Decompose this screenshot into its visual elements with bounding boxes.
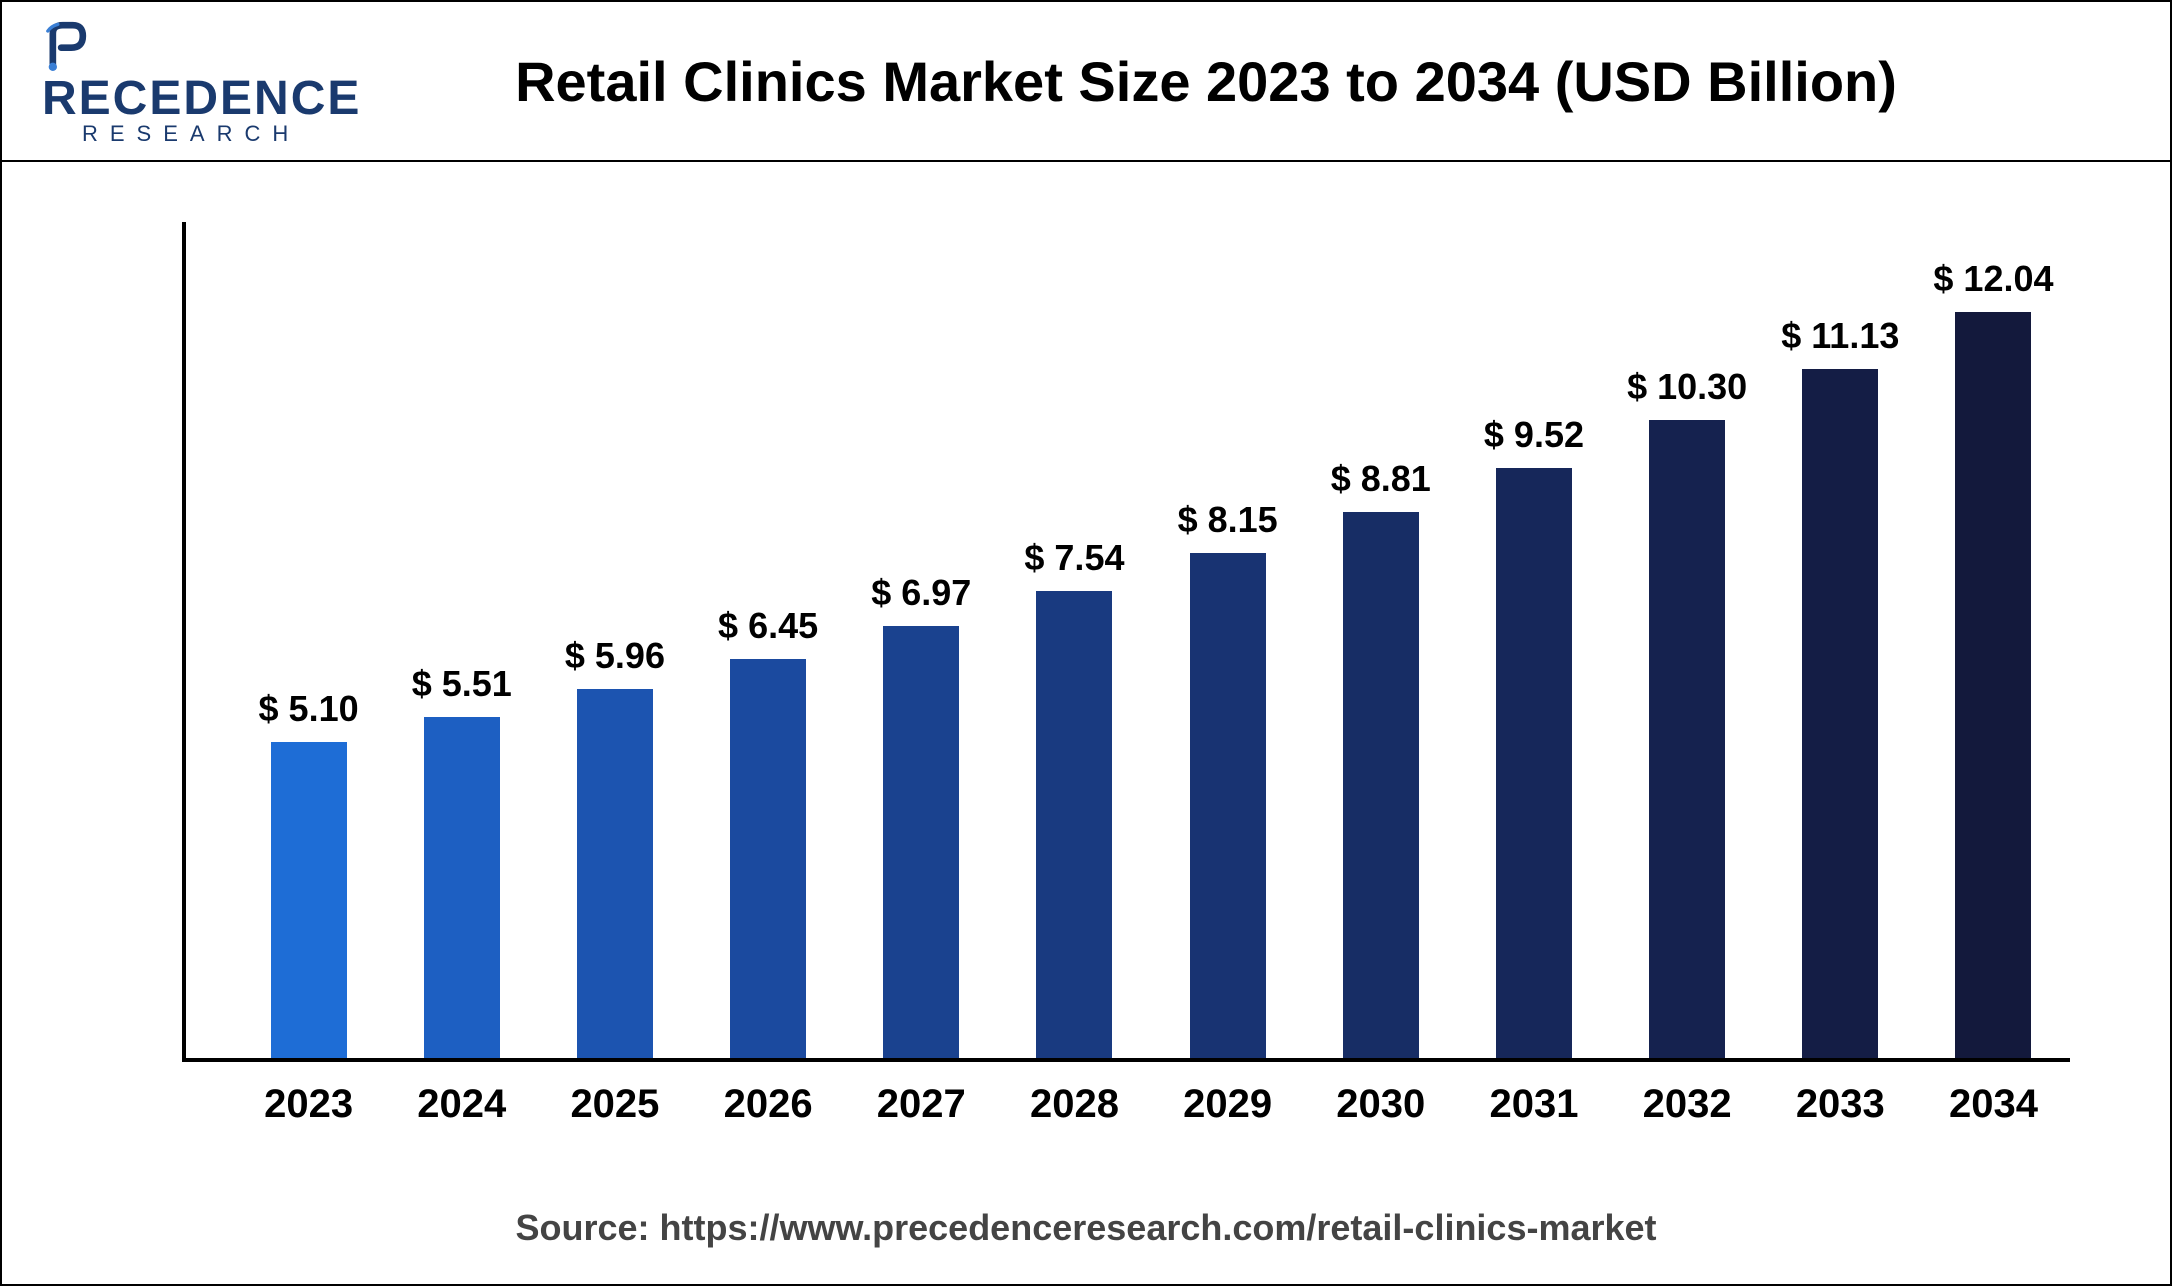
bar-group: $ 7.54	[998, 537, 1151, 1058]
bar-value-label: $ 8.81	[1331, 458, 1431, 500]
x-axis-label: 2024	[385, 1082, 538, 1127]
bar-value-label: $ 6.45	[718, 605, 818, 647]
bar	[1190, 553, 1266, 1058]
x-axis-label: 2029	[1151, 1082, 1304, 1127]
bar-group: $ 6.45	[692, 605, 845, 1058]
bar	[1649, 420, 1725, 1058]
x-axis-label: 2031	[1457, 1082, 1610, 1127]
bar-group: $ 10.30	[1611, 366, 1764, 1058]
bar-value-label: $ 7.54	[1024, 537, 1124, 579]
logo-main-text: RECEDENCE	[42, 72, 361, 125]
bar-value-label: $ 5.96	[565, 635, 665, 677]
bar-group: $ 12.04	[1917, 258, 2070, 1058]
bar-value-label: $ 10.30	[1627, 366, 1747, 408]
logo-p-icon	[42, 21, 92, 71]
bar	[271, 742, 347, 1058]
bar-value-label: $ 11.13	[1781, 315, 1899, 357]
bar-value-label: $ 5.51	[412, 663, 512, 705]
logo: RECEDENCE RESEARCH	[42, 15, 382, 146]
bar-group: $ 6.97	[845, 572, 998, 1058]
bar-group: $ 8.81	[1304, 458, 1457, 1058]
x-axis	[182, 1058, 2070, 1062]
bar-group: $ 5.96	[538, 635, 691, 1058]
bar-value-label: $ 6.97	[871, 572, 971, 614]
x-axis-label: 2030	[1304, 1082, 1457, 1127]
bar	[1036, 591, 1112, 1058]
bar	[1343, 512, 1419, 1058]
bar	[1496, 468, 1572, 1058]
bar-group: $ 9.52	[1457, 414, 1610, 1058]
x-axis-label: 2033	[1764, 1082, 1917, 1127]
bar-group: $ 5.10	[232, 688, 385, 1058]
bar-value-label: $ 12.04	[1933, 258, 2053, 300]
header: RECEDENCE RESEARCH Retail Clinics Market…	[2, 2, 2170, 162]
bar-group: $ 11.13	[1764, 315, 1917, 1058]
bar-value-label: $ 5.10	[259, 688, 359, 730]
bar	[577, 689, 653, 1058]
bar-group: $ 5.51	[385, 663, 538, 1058]
y-axis	[182, 222, 186, 1062]
bar	[730, 659, 806, 1058]
x-axis-label: 2027	[845, 1082, 998, 1127]
source-text: Source: https://www.precedenceresearch.c…	[2, 1207, 2170, 1249]
x-axis-label: 2034	[1917, 1082, 2070, 1127]
x-axis-label: 2028	[998, 1082, 1151, 1127]
logo-main: RECEDENCE	[42, 15, 382, 125]
x-labels: 2023202420252026202720282029203020312032…	[232, 1082, 2070, 1127]
bar	[1802, 369, 1878, 1058]
chart-title: Retail Clinics Market Size 2023 to 2034 …	[382, 49, 2130, 114]
bar-group: $ 8.15	[1151, 499, 1304, 1058]
bar-value-label: $ 9.52	[1484, 414, 1584, 456]
bars-container: $ 5.10 $ 5.51 $ 5.96 $ 6.45 $ 6.97 $ 7.54 $ 8.…	[232, 222, 2070, 1058]
x-axis-label: 2023	[232, 1082, 385, 1127]
bar	[1955, 312, 2031, 1058]
bar-value-label: $ 8.15	[1178, 499, 1278, 541]
chart-area: $ 5.10 $ 5.51 $ 5.96 $ 6.45 $ 6.97 $ 7.54 $ 8.…	[182, 222, 2070, 1062]
bar	[424, 717, 500, 1058]
x-axis-label: 2026	[692, 1082, 845, 1127]
bar	[883, 626, 959, 1058]
x-axis-label: 2025	[538, 1082, 691, 1127]
x-axis-label: 2032	[1611, 1082, 1764, 1127]
